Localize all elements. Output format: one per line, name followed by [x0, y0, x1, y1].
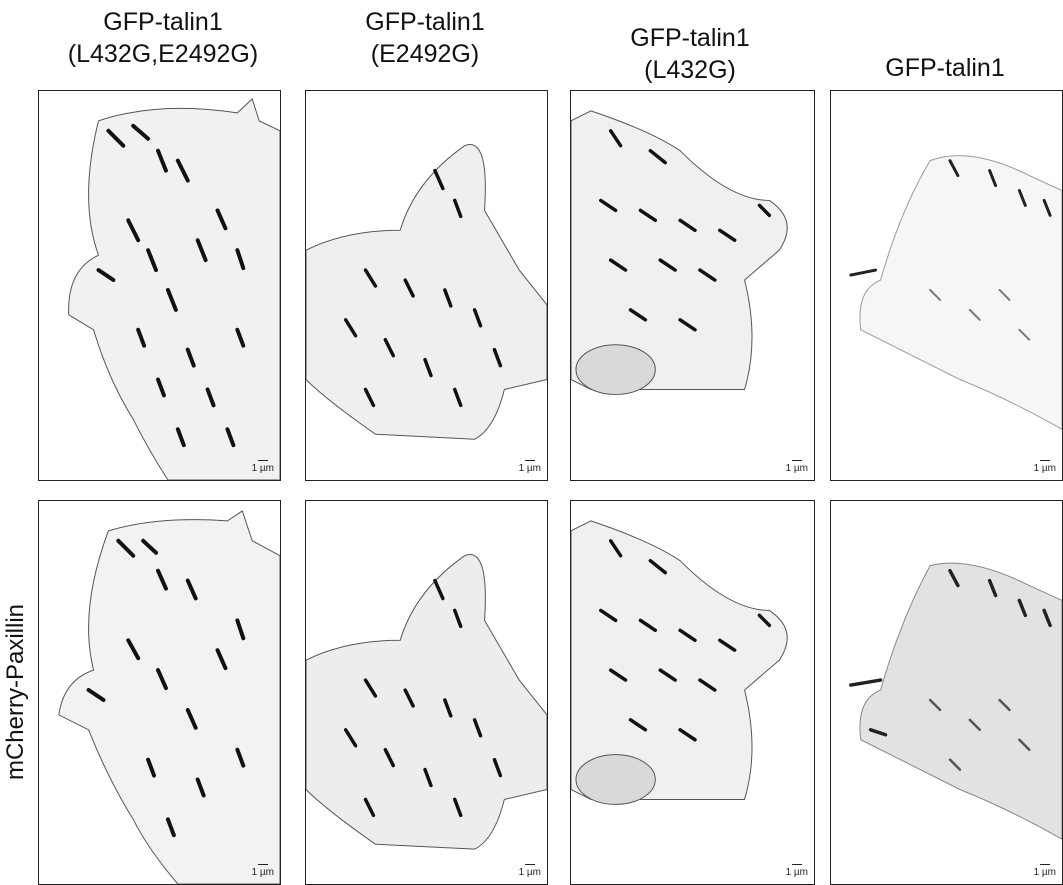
micrograph-paxillin-l432g: 1 µm: [570, 500, 815, 885]
cell-image: [68, 98, 280, 480]
column-title-3: GFP-talin1 (L432G): [630, 24, 750, 84]
micrograph-paxillin-wt: 1 µm: [830, 500, 1063, 885]
column-title-1: GFP-talin1 (L432G,E2492G): [67, 8, 259, 68]
row-label-text: mCherry-Paxillin: [2, 603, 29, 781]
scale-bar: 1 µm: [252, 460, 274, 474]
micrograph-talin-l432g: 1 µm: [570, 90, 815, 481]
scale-bar: 1 µm: [1034, 864, 1056, 878]
cell-image: [849, 155, 1062, 430]
scale-bar: 1 µm: [519, 864, 541, 878]
micrograph-paxillin-l432g-e2492g: 1 µm: [38, 500, 281, 885]
scale-bar: 1 µm: [786, 460, 808, 474]
cell-image: [306, 554, 547, 850]
cell-image: [306, 144, 547, 440]
micrograph-talin-l432g-e2492g: 1 µm: [38, 90, 281, 481]
scale-bar: 1 µm: [786, 864, 808, 878]
cell-image: [571, 520, 788, 805]
column-title-4: GFP-talin1: [885, 54, 1005, 82]
cell-image: [58, 510, 280, 884]
cell-image: [571, 110, 788, 395]
micrograph-paxillin-e2492g: 1 µm: [305, 500, 548, 885]
row-label-paxillin: mCherry-Paxillin: [2, 577, 30, 807]
scale-bar: 1 µm: [252, 864, 274, 878]
micrograph-talin-e2492g: 1 µm: [305, 90, 548, 481]
scale-bar: 1 µm: [1034, 460, 1056, 474]
micrograph-talin-wt: 1 µm: [830, 90, 1063, 481]
column-title-2: GFP-talin1 (E2492G): [365, 8, 485, 68]
scale-bar: 1 µm: [519, 460, 541, 474]
cell-image: [849, 562, 1062, 840]
